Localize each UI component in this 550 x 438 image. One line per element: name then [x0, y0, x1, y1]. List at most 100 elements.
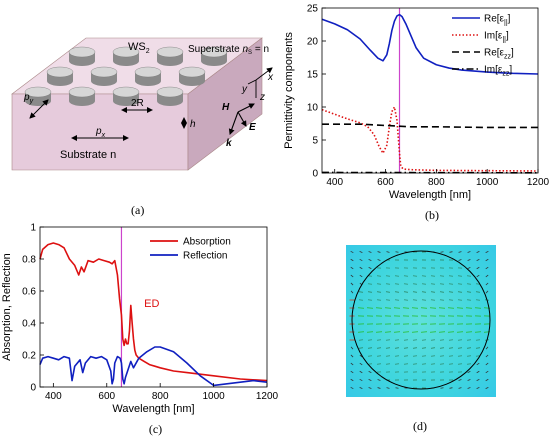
field-vector — [359, 251, 363, 253]
y-axis-title: Permittivity components — [283, 32, 295, 149]
series-line-1 — [321, 13, 539, 75]
field-vector — [367, 347, 373, 349]
nanodisk — [112, 46, 140, 66]
px-label: px — [95, 126, 106, 139]
field-vector — [395, 387, 399, 389]
field-vector — [376, 339, 382, 341]
field-map-background — [346, 245, 496, 397]
field-vector — [367, 339, 373, 341]
y-tick-label: 15 — [307, 70, 319, 81]
field-vector — [412, 291, 418, 293]
field-vector — [466, 355, 472, 357]
caption-c: (c) — [149, 422, 162, 436]
field-vector — [485, 386, 489, 390]
field-vector — [368, 251, 372, 253]
field-vector — [467, 259, 471, 261]
field-vector — [485, 258, 489, 262]
x-tick-label: 1000 — [476, 177, 499, 188]
field-vector — [394, 347, 400, 349]
field-vector — [394, 283, 400, 285]
field-vector — [467, 371, 471, 373]
field-vector — [421, 355, 427, 357]
field-vector — [376, 355, 382, 357]
field-vector — [475, 291, 481, 293]
field-vector — [358, 299, 364, 301]
y-tick-label: 10 — [307, 103, 319, 114]
y-tick-label: 0 — [312, 169, 318, 180]
field-vector — [449, 251, 453, 253]
field-vector — [430, 355, 436, 357]
nanodisk — [134, 66, 162, 86]
field-vector — [476, 266, 480, 270]
field-vector — [394, 355, 400, 357]
x-tick-label: 600 — [377, 177, 394, 188]
field-vector — [448, 299, 454, 301]
field-vector — [458, 259, 462, 261]
py-arrow — [29, 99, 49, 119]
field-vector — [456, 331, 464, 333]
field-vector — [476, 387, 480, 389]
legend: Absorption Reflection — [150, 237, 231, 262]
field-vector — [439, 347, 445, 349]
chart-permittivity: 400 600 800 1000 1200 0 5 10 15 20 25 Wavelength [n… — [283, 4, 550, 223]
y-tick-label: 0 — [30, 383, 36, 394]
field-vector — [412, 355, 418, 357]
field-vector — [366, 331, 374, 333]
plot-area — [40, 227, 267, 387]
field-vector — [485, 266, 489, 270]
field-vector — [421, 339, 427, 341]
field-vector — [430, 339, 436, 341]
field-vector — [439, 299, 445, 301]
field-map: (d) — [346, 245, 496, 433]
nanodisk — [90, 66, 118, 86]
field-vector — [476, 370, 480, 374]
field-vector — [394, 291, 400, 293]
field-vector — [476, 258, 480, 262]
field-vector — [485, 378, 489, 382]
field-vector — [350, 258, 354, 262]
field-vector — [403, 355, 409, 357]
substrate-label: Substrate n — [60, 149, 116, 161]
field-vector — [359, 274, 363, 278]
panel-a-schematic: WS2 Superstrate nS = n Substrate n py px… — [11, 37, 274, 217]
field-vector — [394, 339, 400, 341]
field-vector — [429, 307, 437, 309]
legend-entry: Re[ε||] — [484, 14, 511, 27]
field-vector — [448, 355, 454, 357]
field-vector — [375, 331, 383, 333]
field-vector — [350, 386, 354, 390]
field-vector — [475, 339, 481, 341]
field-vector — [458, 251, 462, 253]
x-tick-label: 600 — [98, 391, 115, 402]
field-vector — [350, 354, 354, 358]
field-vector — [485, 274, 489, 278]
nanodisk — [68, 86, 96, 106]
legend: Re[ε||] Im[ε||] Re[εzz] Im[εzz] — [452, 14, 514, 78]
field-vector — [385, 339, 391, 341]
field-vector — [465, 307, 473, 309]
field-vector — [438, 307, 446, 309]
field-vector — [448, 283, 454, 285]
field-vector — [350, 370, 354, 374]
nanodisk — [46, 66, 74, 86]
field-vector — [420, 307, 428, 309]
field-vector — [350, 346, 354, 350]
y-axis-title: Absorption, Reflection — [1, 253, 13, 361]
field-vector — [475, 355, 481, 357]
field-vector — [420, 331, 428, 333]
field-vector — [385, 291, 391, 293]
x-tick-label: 1200 — [256, 391, 279, 402]
field-vector — [350, 250, 354, 254]
field-vector — [467, 387, 471, 389]
field-vectors — [349, 250, 491, 390]
y-tick-label: 25 — [307, 4, 319, 15]
field-vector — [376, 299, 382, 301]
field-vector — [377, 379, 381, 381]
chart-absorption-reflection: 400 600 800 1000 1200 0 0.2 0.4 0.6 0.8 1 Wavelengt… — [1, 223, 279, 437]
x-axis-title: Wavelength [nm] — [389, 189, 471, 201]
field-vector — [475, 347, 481, 349]
nanodisk — [178, 66, 206, 86]
field-vector — [485, 370, 489, 374]
field-vector — [394, 299, 400, 301]
field-vector — [359, 378, 363, 382]
